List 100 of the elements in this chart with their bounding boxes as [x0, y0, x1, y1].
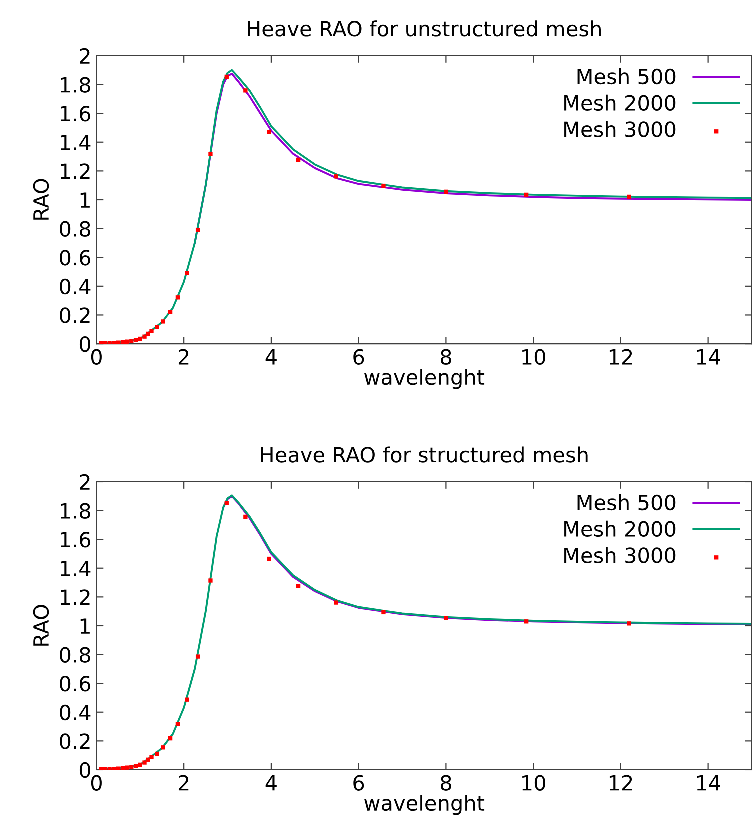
point [196, 654, 200, 659]
y-tick-label: 1 [80, 618, 90, 634]
y-tick-label: 0.6 [60, 250, 91, 266]
point [168, 736, 173, 741]
point [108, 767, 112, 770]
point [334, 600, 338, 605]
point [146, 332, 150, 336]
x-tick-label: 0 [91, 349, 102, 366]
x-tick-label: 12 [610, 775, 632, 791]
y-tick-label: 1.2 [61, 164, 90, 180]
point [382, 184, 386, 188]
y-tick-label: 1.6 [61, 106, 91, 122]
x-tick-label: 10 [522, 775, 546, 791]
legend-label: Mesh 500 [578, 494, 676, 511]
point [120, 340, 125, 344]
point [138, 762, 142, 768]
point [524, 192, 529, 198]
y-tick-label: 0.8 [60, 221, 90, 238]
point [244, 88, 248, 93]
x-tick-label: 6 [354, 349, 364, 366]
point [112, 767, 116, 770]
x-tick-label: 2 [178, 349, 189, 365]
point [196, 228, 200, 232]
y-tick-label: 1.4 [61, 561, 91, 576]
y-tick-label: 2 [80, 48, 90, 64]
point [116, 766, 121, 770]
point [155, 325, 160, 330]
point [267, 556, 272, 562]
x-tick-label: 8 [440, 349, 452, 366]
point [146, 758, 150, 762]
point [103, 341, 108, 344]
point [176, 722, 180, 726]
x-tick-label: 4 [266, 775, 277, 791]
point [444, 190, 448, 194]
x-tick-label: 0 [91, 775, 102, 791]
point [134, 338, 138, 342]
point [334, 174, 338, 179]
point [185, 271, 190, 276]
point [444, 616, 448, 620]
line-series [222, 495, 752, 626]
y-axis-title: RAO [33, 179, 50, 220]
y-tick-label: 2 [80, 474, 90, 490]
legend-label: Mesh 3000 [564, 547, 676, 564]
point [244, 514, 248, 520]
point [150, 328, 154, 334]
y-tick-label: 1.6 [61, 532, 91, 548]
point [168, 310, 173, 314]
y-tick-label: 0.4 [60, 704, 91, 721]
y-tick-label: 0 [80, 336, 90, 352]
point [176, 296, 180, 300]
y-tick-label: 1 [80, 192, 90, 208]
y-tick-label: 0.2 [60, 308, 90, 324]
point [112, 341, 116, 344]
y-tick-label: 0.4 [60, 278, 91, 295]
point [155, 752, 160, 756]
x-axis-title: wavelenght [364, 795, 485, 816]
point [108, 341, 112, 344]
legend-label: Mesh 500 [578, 68, 676, 85]
point [224, 501, 229, 506]
point [296, 158, 301, 162]
y-tick-label: 1.2 [61, 590, 90, 606]
point [125, 766, 130, 770]
point [161, 746, 166, 750]
point [208, 152, 213, 156]
point [125, 340, 130, 344]
point [130, 339, 134, 344]
x-axis-title: wavelenght [364, 369, 485, 390]
x-tick-label: 10 [522, 349, 546, 366]
point [296, 584, 301, 588]
y-tick-label: 1.4 [61, 135, 91, 150]
point [130, 765, 134, 770]
y-tick-label: 1.8 [61, 77, 90, 93]
x-tick-label: 14 [697, 350, 720, 365]
point [142, 760, 147, 765]
y-tick-label: 0.8 [60, 647, 90, 663]
point [142, 334, 147, 339]
point [161, 320, 166, 324]
y-tick-label: 0 [80, 762, 90, 778]
legend-label: Mesh 2000 [564, 94, 676, 111]
point [627, 622, 632, 626]
chart-title: Heave RAO for structured mesh [261, 446, 588, 463]
chart-title: Heave RAO for unstructured mesh [248, 20, 601, 37]
y-axis-title: RAO [33, 605, 50, 646]
point [267, 130, 272, 134]
y-tick-label: 0.2 [60, 734, 90, 750]
x-tick-label: 6 [354, 775, 364, 791]
x-tick-label: 14 [697, 775, 720, 791]
point [138, 336, 142, 342]
x-tick-label: 8 [440, 775, 452, 791]
point [524, 620, 529, 624]
y-tick-label: 0.6 [60, 676, 91, 692]
legend-label: Mesh 2000 [564, 520, 676, 538]
x-tick-label: 12 [610, 349, 632, 365]
point [224, 74, 229, 80]
x-tick-label: 2 [178, 775, 189, 791]
point [150, 755, 154, 760]
point [627, 194, 632, 200]
point [134, 764, 138, 768]
x-tick-label: 4 [266, 350, 277, 365]
y-tick-label: 1.8 [61, 503, 90, 519]
